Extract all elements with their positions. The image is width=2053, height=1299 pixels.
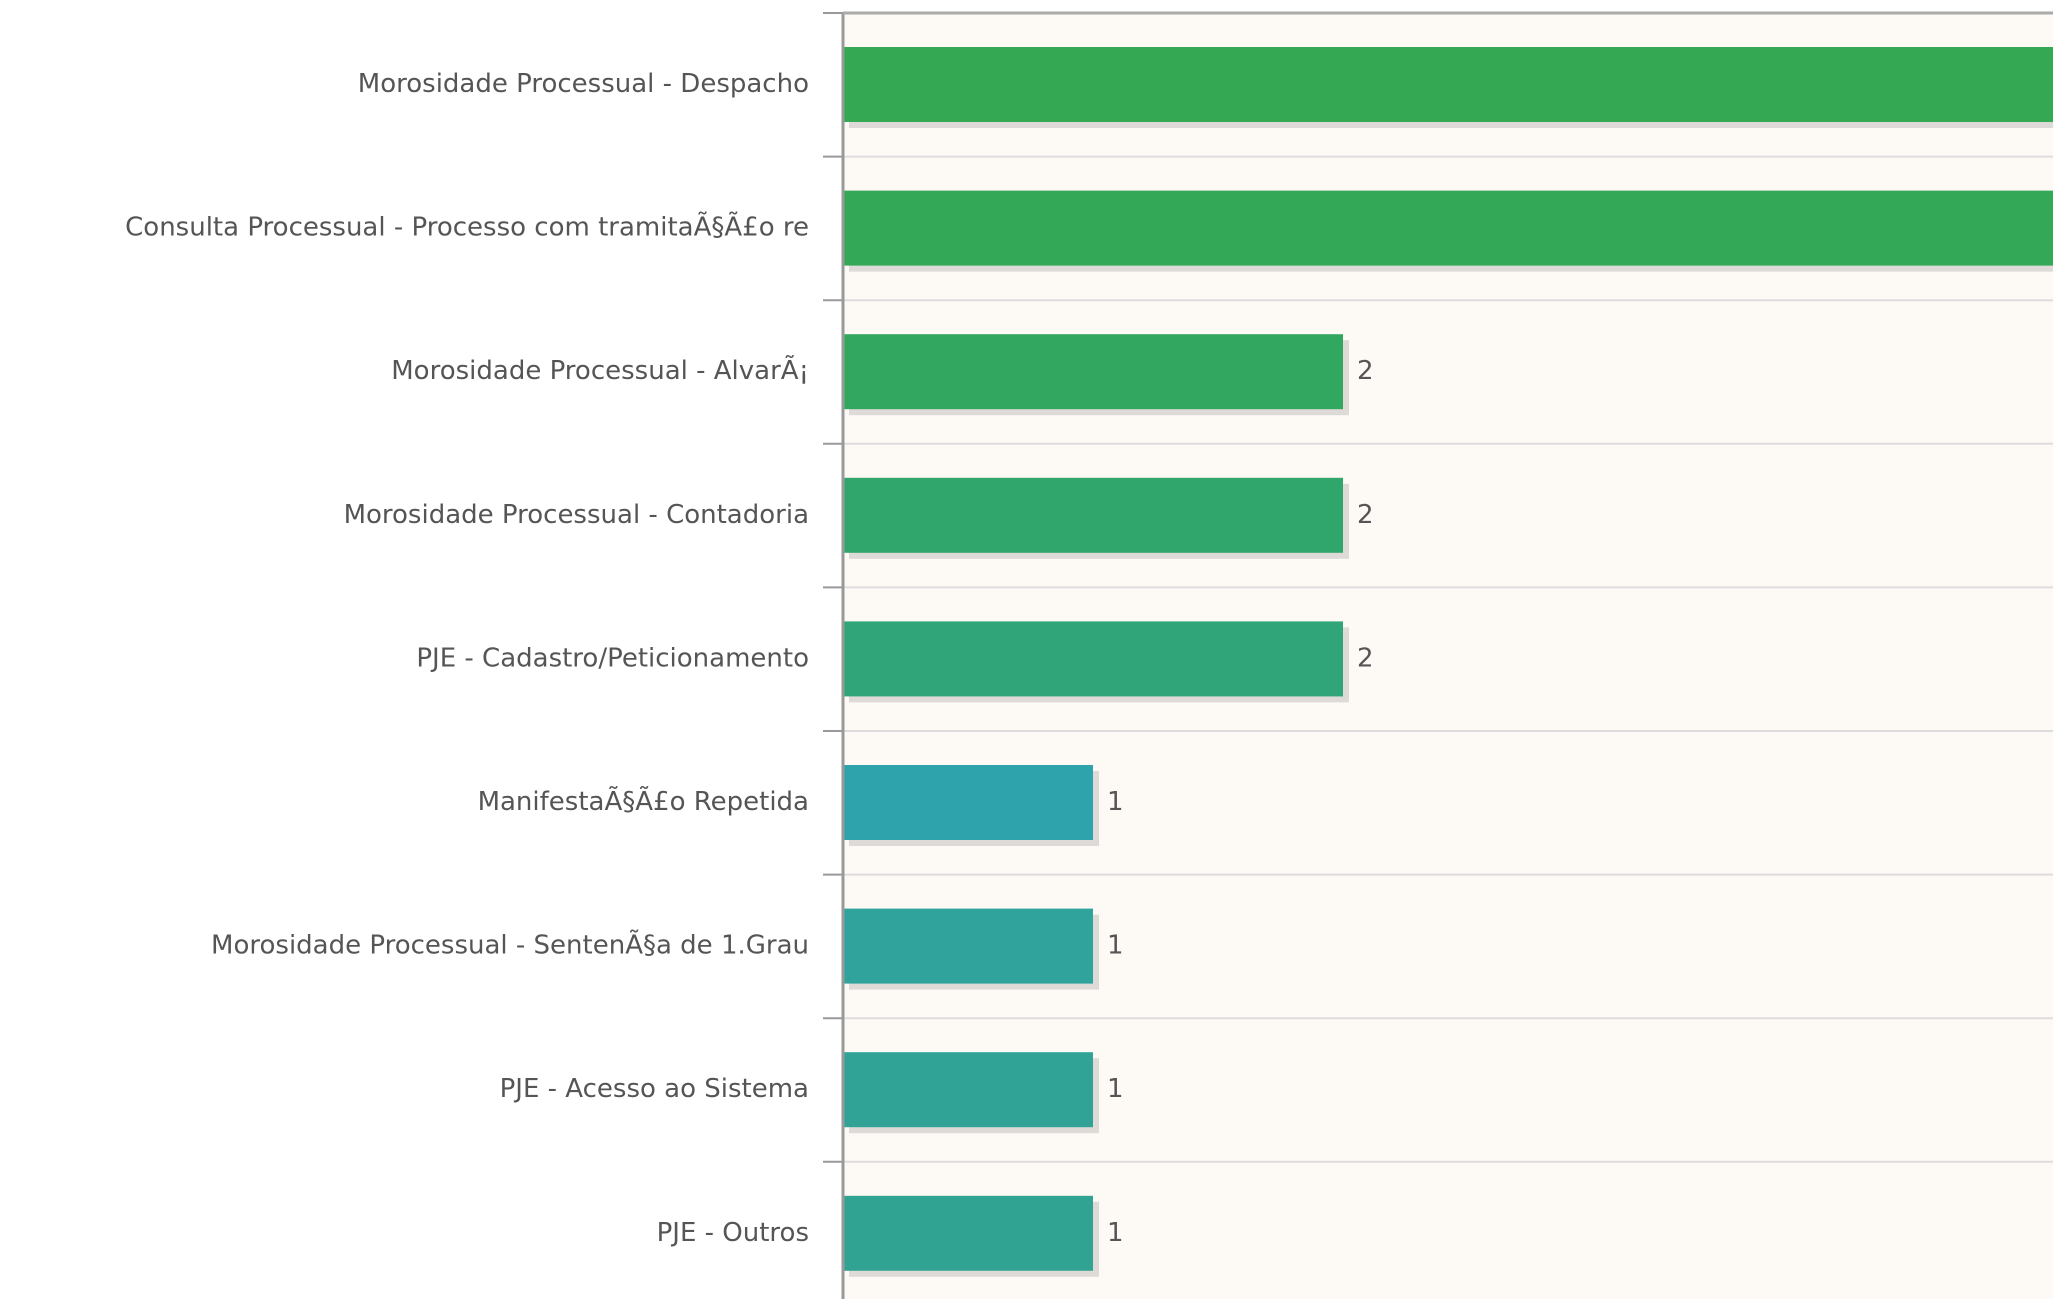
y-tick-label: PJE - Acesso ao Sistema [500, 1074, 809, 1104]
bar [843, 1195, 1093, 1271]
y-tick-label: Consulta Processual - Processo com trami… [125, 211, 809, 243]
y-tick-label: Morosidade Processual - Contadoria [344, 500, 809, 530]
bar [843, 190, 2053, 266]
data-label: 2 [1357, 643, 1374, 673]
bar [843, 908, 1093, 984]
data-label: 1 [1107, 931, 1124, 961]
bar [843, 334, 1343, 410]
y-tick-label: Morosidade Processual - Despacho [358, 69, 809, 99]
data-label: 1 [1107, 1074, 1124, 1104]
y-tick-label: Morosidade Processual - SentenÃ§a de 1.G… [211, 929, 809, 961]
y-tick-label: PJE - Cadastro/Peticionamento [416, 643, 809, 673]
y-tick-label: PJE - Outros [657, 1218, 809, 1248]
data-label: 1 [1107, 787, 1124, 817]
data-label: 1 [1107, 1218, 1124, 1248]
bar [843, 765, 1093, 840]
data-label: 2 [1357, 356, 1374, 386]
data-label: 2 [1357, 500, 1374, 530]
y-tick-label: ManifestaÃ§Ã£o Repetida [478, 785, 809, 817]
bar [843, 1052, 1093, 1128]
y-tick-label: Morosidade Processual - AlvarÃ¡ [391, 354, 809, 386]
bar [843, 47, 2053, 122]
bar [843, 621, 1343, 697]
bar [843, 477, 1343, 553]
